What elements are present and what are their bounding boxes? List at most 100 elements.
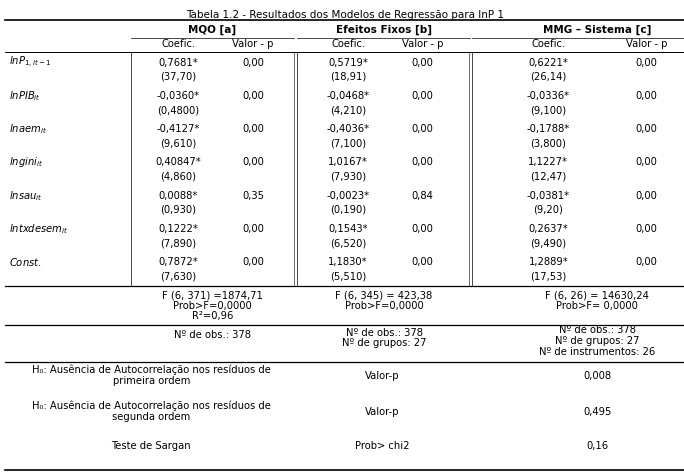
Text: -0,0023*: -0,0023* [326, 190, 369, 201]
Text: $lngini_{it}$: $lngini_{it}$ [9, 155, 43, 170]
Text: H₀: Ausência de Autocorrelação nos resíduos de: H₀: Ausência de Autocorrelação nos resíd… [32, 400, 271, 411]
Text: (4,860): (4,860) [161, 171, 196, 182]
Text: (12,47): (12,47) [530, 171, 566, 182]
Text: F (6, 371) =1874,71: F (6, 371) =1874,71 [162, 290, 263, 301]
Text: Nº de obs.: 378: Nº de obs.: 378 [345, 327, 423, 338]
Text: (0,190): (0,190) [330, 205, 366, 215]
Text: 0,00: 0,00 [412, 257, 434, 267]
Text: (26,14): (26,14) [530, 72, 566, 82]
Text: Prob>F=0,0000: Prob>F=0,0000 [345, 301, 423, 311]
Text: 0,00: 0,00 [412, 91, 434, 101]
Text: (5,510): (5,510) [330, 271, 366, 282]
Text: F (6, 26) = 14630,24: F (6, 26) = 14630,24 [545, 290, 649, 301]
Text: Coefic.: Coefic. [331, 38, 365, 49]
Text: 0,495: 0,495 [583, 407, 611, 417]
Text: 0,00: 0,00 [242, 91, 264, 101]
Text: $lnsau_{it}$: $lnsau_{it}$ [9, 189, 42, 203]
Text: Valor - p: Valor - p [233, 38, 274, 49]
Text: 0,00: 0,00 [412, 57, 434, 68]
Text: (7,100): (7,100) [330, 138, 366, 149]
Text: 0,00: 0,00 [635, 91, 657, 101]
Text: (9,100): (9,100) [530, 105, 566, 115]
Text: Nº de obs.: 378: Nº de obs.: 378 [559, 325, 635, 335]
Text: Coefic.: Coefic. [161, 38, 196, 49]
Text: 0,00: 0,00 [242, 224, 264, 234]
Text: 0,00: 0,00 [412, 224, 434, 234]
Text: 0,7872*: 0,7872* [159, 257, 198, 267]
Text: Valor - p: Valor - p [626, 38, 668, 49]
Text: (9,610): (9,610) [160, 138, 196, 149]
Text: Valor-p: Valor-p [365, 371, 399, 381]
Text: Teste de Sargan: Teste de Sargan [111, 440, 191, 451]
Text: Nº de obs.: 378: Nº de obs.: 378 [174, 330, 251, 340]
Text: Prob>F=0,0000: Prob>F=0,0000 [173, 301, 252, 311]
Text: 0,40847*: 0,40847* [156, 157, 201, 168]
Text: 0,00: 0,00 [242, 57, 264, 68]
Text: -0,0360*: -0,0360* [157, 91, 200, 101]
Text: (7,630): (7,630) [161, 271, 196, 282]
Text: 1,2889*: 1,2889* [529, 257, 568, 267]
Text: 0,00: 0,00 [635, 57, 657, 68]
Text: -0,4127*: -0,4127* [157, 124, 200, 134]
Text: F (6, 345) = 423,38: F (6, 345) = 423,38 [335, 290, 433, 301]
Text: 0,7681*: 0,7681* [159, 57, 198, 68]
Text: R²=0,96: R²=0,96 [192, 311, 233, 322]
Text: -0,1788*: -0,1788* [527, 124, 570, 134]
Text: 0,00: 0,00 [635, 257, 657, 267]
Text: 0,00: 0,00 [242, 257, 264, 267]
Text: primeira ordem: primeira ordem [113, 376, 190, 386]
Text: -0,0336*: -0,0336* [527, 91, 570, 101]
Text: 0,00: 0,00 [635, 124, 657, 134]
Text: (7,930): (7,930) [330, 171, 366, 182]
Text: Nº de instrumentos: 26: Nº de instrumentos: 26 [539, 347, 655, 357]
Text: (0,4800): (0,4800) [157, 105, 200, 115]
Text: Efeitos Fixos [b]: Efeitos Fixos [b] [336, 24, 432, 35]
Text: Coefic.: Coefic. [531, 38, 566, 49]
Text: (0,930): (0,930) [161, 205, 196, 215]
Text: (9,490): (9,490) [530, 238, 566, 248]
Text: -0,0381*: -0,0381* [527, 190, 570, 201]
Text: $Const.$: $Const.$ [9, 256, 42, 268]
Text: (37,70): (37,70) [161, 72, 196, 82]
Text: $lnP_{1,it-1}$: $lnP_{1,it-1}$ [9, 55, 51, 70]
Text: 0,00: 0,00 [412, 124, 434, 134]
Text: $lntxdesem_{it}$: $lntxdesem_{it}$ [9, 222, 68, 236]
Text: 1,1227*: 1,1227* [528, 157, 568, 168]
Text: (6,520): (6,520) [330, 238, 366, 248]
Text: 0,00: 0,00 [635, 224, 657, 234]
Text: 1,0167*: 1,0167* [328, 157, 368, 168]
Text: Nº de grupos: 27: Nº de grupos: 27 [342, 338, 426, 349]
Text: 0,16: 0,16 [586, 440, 608, 451]
Text: (17,53): (17,53) [530, 271, 566, 282]
Text: (3,800): (3,800) [530, 138, 566, 149]
Text: $lnPIB_{it}$: $lnPIB_{it}$ [9, 89, 41, 103]
Text: H₀: Ausência de Autocorrelação nos resíduos de: H₀: Ausência de Autocorrelação nos resíd… [32, 365, 271, 375]
Text: segunda ordem: segunda ordem [112, 411, 190, 422]
Text: Prob> chi2: Prob> chi2 [355, 440, 409, 451]
Text: (9,20): (9,20) [534, 205, 563, 215]
Text: 0,008: 0,008 [583, 371, 611, 381]
Text: Valor-p: Valor-p [365, 407, 399, 417]
Text: -0,4036*: -0,4036* [326, 124, 369, 134]
Text: Valor - p: Valor - p [402, 38, 443, 49]
Text: 0,00: 0,00 [242, 157, 264, 168]
Text: Prob>F= 0,0000: Prob>F= 0,0000 [556, 301, 638, 311]
Text: (7,890): (7,890) [161, 238, 196, 248]
Text: (4,210): (4,210) [330, 105, 366, 115]
Text: MQO [a]: MQO [a] [188, 24, 237, 35]
Text: Nº de grupos: 27: Nº de grupos: 27 [555, 336, 640, 346]
Text: -0,0468*: -0,0468* [326, 91, 369, 101]
Text: 0,00: 0,00 [635, 190, 657, 201]
Text: 0,35: 0,35 [242, 190, 264, 201]
Text: $lnaem_{it}$: $lnaem_{it}$ [9, 122, 47, 136]
Text: (18,91): (18,91) [330, 72, 366, 82]
Text: 0,2637*: 0,2637* [529, 224, 568, 234]
Text: 1,1830*: 1,1830* [328, 257, 368, 267]
Text: MMG – Sistema [c]: MMG – Sistema [c] [543, 24, 651, 35]
Text: 0,84: 0,84 [412, 190, 434, 201]
Text: 0,0088*: 0,0088* [159, 190, 198, 201]
Text: 0,1543*: 0,1543* [328, 224, 368, 234]
Text: 0,00: 0,00 [412, 157, 434, 168]
Text: 0,5719*: 0,5719* [328, 57, 368, 68]
Text: 0,1222*: 0,1222* [159, 224, 198, 234]
